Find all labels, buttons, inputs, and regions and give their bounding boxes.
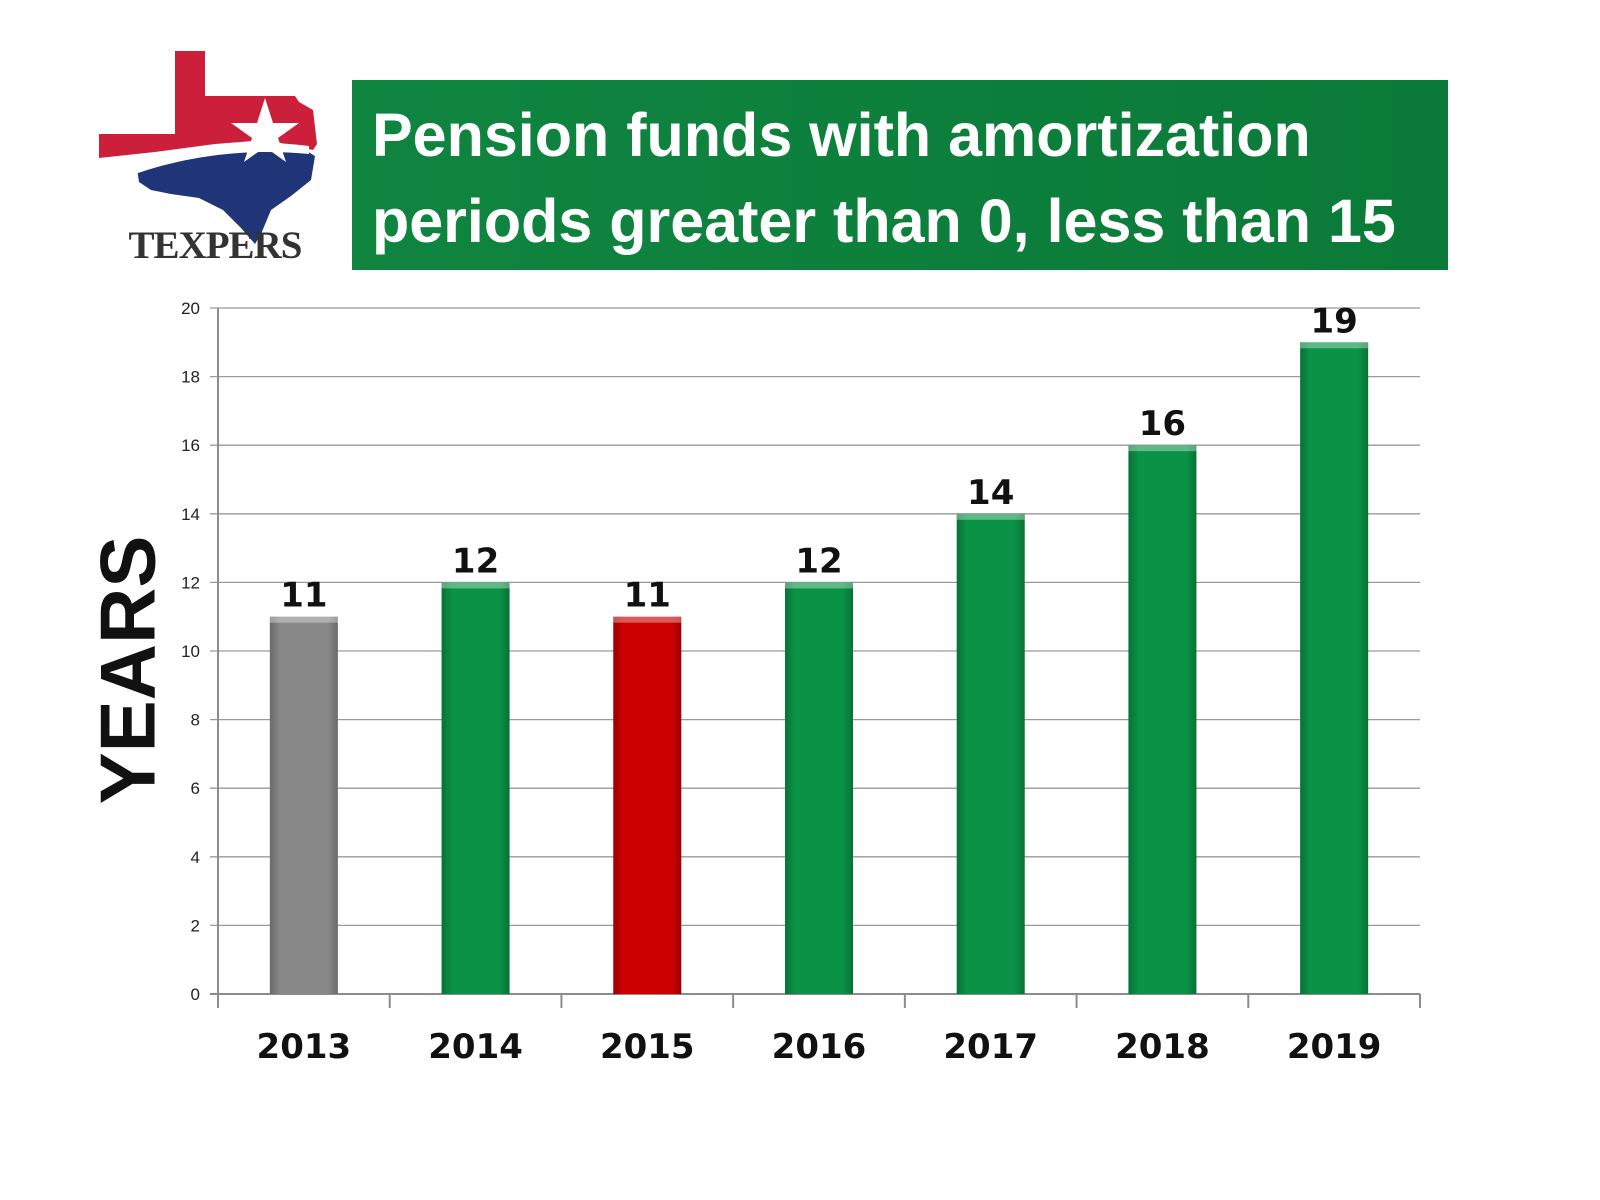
texpers-logo: TEXPERS (95, 48, 335, 278)
y-tick-label: 2 (191, 916, 200, 935)
data-label: 19 (1310, 301, 1357, 341)
x-tick-label: 2014 (428, 1027, 523, 1067)
bar-top-highlight (956, 513, 1025, 520)
bar-top-highlight (1128, 445, 1197, 452)
title-line-2: periods greater than 0, less than 15 (372, 187, 1396, 255)
bar-top-highlight (441, 582, 510, 589)
bar-top-highlight (1300, 342, 1369, 349)
bar-top-highlight (613, 616, 682, 623)
bar-top-highlight (785, 582, 853, 589)
data-label: 16 (1139, 404, 1186, 444)
x-tick-label: 2013 (257, 1027, 352, 1067)
texas-map-star-icon: TEXPERS (99, 51, 317, 267)
bar-top-highlight (269, 616, 338, 623)
y-tick-label: 20 (181, 299, 200, 318)
x-tick-labels: 2013 2014 2015 2016 2017 2018 2019 (257, 1027, 1382, 1067)
data-label: 11 (280, 576, 327, 616)
y-tick-label: 4 (191, 848, 200, 867)
bars (269, 342, 1369, 994)
bar-shading (1300, 342, 1369, 994)
y-tick-label: 14 (181, 505, 200, 524)
x-tick-label: 2015 (600, 1027, 695, 1067)
y-tick-label: 6 (191, 779, 200, 798)
gridlines (210, 307, 1420, 995)
y-tick-label: 16 (181, 436, 200, 455)
bar-shading (956, 513, 1025, 994)
data-label: 12 (452, 541, 499, 581)
y-tick-label: 8 (191, 711, 200, 730)
logo-text: TEXPERS (129, 224, 302, 267)
x-tick-label: 2017 (943, 1027, 1038, 1067)
bar-shading (441, 582, 510, 994)
bar-shading (269, 616, 338, 994)
x-tick-label: 2018 (1115, 1027, 1210, 1067)
y-tick-label: 10 (181, 642, 200, 661)
bar-shading (1128, 445, 1197, 994)
x-tick-label: 2016 (772, 1027, 867, 1067)
data-labels: 11 12 11 12 14 16 19 (280, 301, 1358, 615)
bar-shading (613, 616, 682, 994)
y-tick-label: 12 (181, 573, 200, 592)
data-label: 11 (624, 576, 671, 616)
x-tick-label: 2019 (1287, 1027, 1382, 1067)
x-ticks (217, 994, 1421, 1008)
y-tick-label: 0 (191, 985, 200, 1004)
data-label: 14 (967, 473, 1014, 513)
y-tick-label: 18 (181, 368, 200, 387)
data-label: 12 (795, 541, 842, 581)
bar-shading (785, 582, 853, 994)
y-tick-labels: 0 2 4 6 8 10 12 14 16 18 20 (181, 299, 200, 1004)
title-line-1: Pension funds with amortization (372, 101, 1311, 169)
title-banner: Pension funds with amortization periods … (352, 80, 1448, 270)
